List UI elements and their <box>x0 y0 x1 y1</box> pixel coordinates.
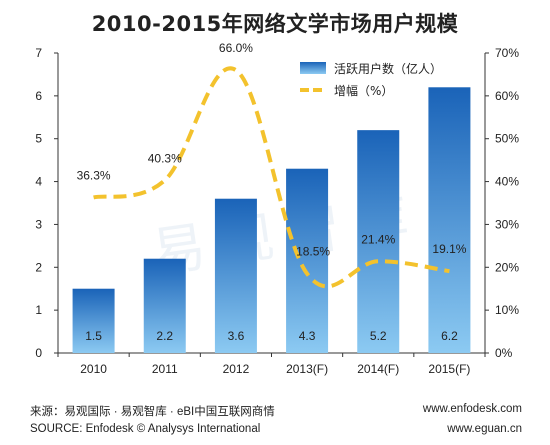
y-left-tick-label: 7 <box>35 46 42 60</box>
growth-line <box>93 66 450 289</box>
y-right-tick-label: 40% <box>495 175 519 189</box>
y-left-tick-label: 2 <box>35 260 42 274</box>
bar <box>214 198 257 353</box>
x-tick-label: 2012 <box>223 362 250 376</box>
chart-title: 2010-2015年网络文学市场用户规模 <box>91 12 459 36</box>
y-right-tick-label: 0% <box>495 346 513 360</box>
y-left-tick-label: 3 <box>35 217 42 231</box>
bar <box>72 288 115 353</box>
bar-value-label: 6.2 <box>441 329 458 343</box>
growth-value-label: 21.4% <box>361 232 395 246</box>
footer-url-eguan[interactable]: www.eguan.cn <box>447 423 522 435</box>
footer-source-cn: 来源：易观国际 · 易观智库 · eBI中国互联网商情 <box>30 406 275 418</box>
y-right-tick-label: 20% <box>495 260 519 274</box>
bar <box>428 87 471 354</box>
footer-source-en: SOURCE: Enfodesk © Analysys Internationa… <box>30 423 261 435</box>
y-right-tick-label: 50% <box>495 132 519 146</box>
y-right-tick-label: 70% <box>495 46 519 60</box>
bar <box>143 258 186 353</box>
footer-url-enfodesk[interactable]: www.enfodesk.com <box>422 403 522 415</box>
growth-value-label: 19.1% <box>432 242 466 256</box>
x-tick-label: 2013(F) <box>286 362 328 376</box>
legend-line-label: 增幅（%） <box>334 83 393 98</box>
y-right-tick-label: 10% <box>495 303 519 317</box>
bar-value-label: 4.3 <box>299 329 316 343</box>
x-tick-label: 2015(F) <box>428 362 470 376</box>
y-left-tick-label: 6 <box>35 89 42 103</box>
y-left-tick-label: 1 <box>35 303 42 317</box>
y-right-tick-label: 30% <box>495 217 519 231</box>
growth-value-label: 66.0% <box>219 41 253 55</box>
y-left-tick-label: 0 <box>35 346 42 360</box>
growth-value-label: 40.3% <box>148 151 182 165</box>
x-tick-label: 2010 <box>80 362 107 376</box>
bar-value-label: 3.6 <box>228 329 245 343</box>
y-right-tick-label: 60% <box>495 89 519 103</box>
bar-value-label: 1.5 <box>85 329 102 343</box>
x-tick-label: 2011 <box>152 362 178 376</box>
bar <box>286 168 329 353</box>
bar-value-label: 2.2 <box>156 329 173 343</box>
legend-bar-label: 活跃用户数（亿人） <box>334 61 442 76</box>
legend-bar-swatch <box>300 62 326 74</box>
growth-value-label: 18.5% <box>296 245 330 259</box>
growth-value-label: 36.3% <box>77 168 111 182</box>
bar-value-label: 5.2 <box>370 329 387 343</box>
y-left-tick-label: 4 <box>35 175 42 189</box>
bar <box>357 130 400 353</box>
x-tick-label: 2014(F) <box>357 362 399 376</box>
y-left-tick-label: 5 <box>35 132 42 146</box>
